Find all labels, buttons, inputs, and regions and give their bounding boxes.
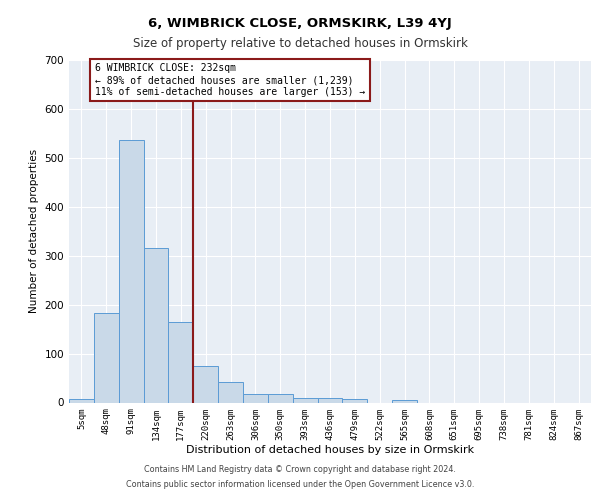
Bar xyxy=(193,366,218,403)
Bar xyxy=(218,382,243,402)
Bar xyxy=(392,400,417,402)
Bar xyxy=(243,394,268,402)
Bar xyxy=(317,398,343,402)
X-axis label: Distribution of detached houses by size in Ormskirk: Distribution of detached houses by size … xyxy=(186,445,474,455)
Bar xyxy=(143,248,169,402)
Bar xyxy=(343,399,367,402)
Text: Contains public sector information licensed under the Open Government Licence v3: Contains public sector information licen… xyxy=(126,480,474,489)
Text: Size of property relative to detached houses in Ormskirk: Size of property relative to detached ho… xyxy=(133,38,467,51)
Text: 6, WIMBRICK CLOSE, ORMSKIRK, L39 4YJ: 6, WIMBRICK CLOSE, ORMSKIRK, L39 4YJ xyxy=(148,18,452,30)
Bar xyxy=(268,394,293,402)
Y-axis label: Number of detached properties: Number of detached properties xyxy=(29,149,39,314)
Text: 6 WIMBRICK CLOSE: 232sqm
← 89% of detached houses are smaller (1,239)
11% of sem: 6 WIMBRICK CLOSE: 232sqm ← 89% of detach… xyxy=(95,64,365,96)
Bar xyxy=(69,399,94,402)
Text: Contains HM Land Registry data © Crown copyright and database right 2024.: Contains HM Land Registry data © Crown c… xyxy=(144,465,456,474)
Bar xyxy=(119,140,143,402)
Bar xyxy=(94,313,119,402)
Bar xyxy=(293,398,317,402)
Bar xyxy=(169,322,193,402)
